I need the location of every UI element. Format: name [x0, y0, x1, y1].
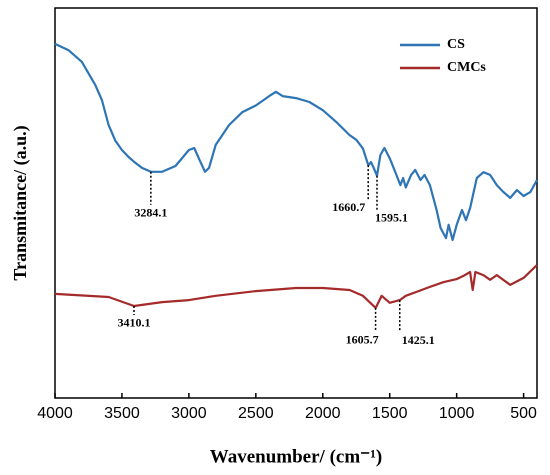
- plot-frame: [54, 7, 538, 399]
- annotation-label: 1660.7: [332, 200, 365, 214]
- x-tick-label: 2500: [238, 405, 274, 422]
- y-axis-label: Transmitance/ (a.u.): [10, 125, 31, 280]
- x-tick-label: 3500: [104, 405, 140, 422]
- x-tick-label: 4000: [37, 405, 73, 422]
- x-tick-label: 2000: [305, 405, 341, 422]
- series-line: [54, 42, 538, 242]
- annotation-label: 3284.1: [134, 206, 167, 220]
- annotation-label: 1595.1: [375, 210, 408, 224]
- series-line: [54, 264, 538, 309]
- annotation-label: 1425.1: [402, 333, 435, 347]
- x-tick-label: 1000: [439, 405, 475, 422]
- annotation-label: 3410.1: [117, 316, 150, 330]
- legend-label: CMCs: [447, 60, 486, 75]
- x-tick-label: 500: [510, 405, 537, 422]
- x-tick-label: 3000: [171, 405, 207, 422]
- x-tick-label: 1500: [372, 405, 408, 422]
- annotation-label: 1605.7: [346, 333, 379, 347]
- x-axis-label: Wavenumber/ (cm⁻¹): [210, 446, 382, 467]
- legend-label: CS: [447, 37, 465, 52]
